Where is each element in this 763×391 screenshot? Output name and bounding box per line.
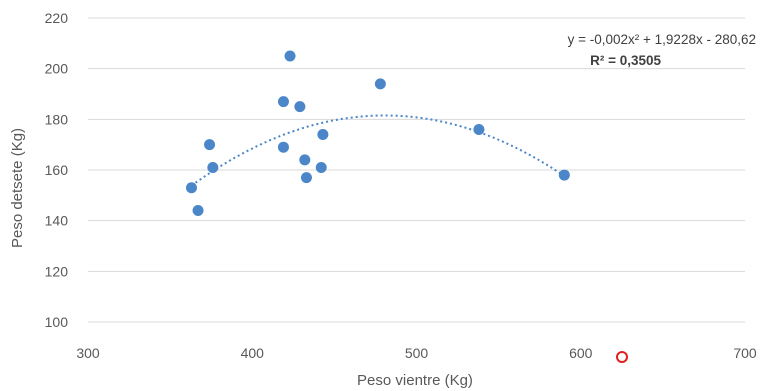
y-tick-label: 160 (45, 162, 69, 178)
data-point (207, 161, 219, 173)
trendline-equation: y = -0,002x² + 1,9228x - 280,62 (568, 32, 756, 47)
data-point (192, 205, 204, 217)
y-tick-label: 120 (45, 263, 69, 279)
data-point (284, 50, 296, 62)
data-point (277, 141, 289, 153)
x-tick-label: 400 (241, 345, 265, 361)
data-point (315, 161, 327, 173)
x-axis-ticks: 300 400 500 600 700 (76, 345, 757, 361)
y-tick-label: 220 (45, 10, 69, 26)
y-tick-label: 100 (45, 314, 69, 330)
y-axis-title: Peso detsete (Kg) (9, 128, 26, 248)
y-axis-ticks: 100 120 140 160 180 200 220 (45, 10, 69, 330)
gridlines (88, 17, 745, 323)
trendline (190, 114, 565, 187)
data-point (277, 96, 289, 108)
data-points (185, 50, 570, 217)
data-point (374, 78, 386, 90)
x-tick-label: 300 (76, 345, 100, 361)
data-point (204, 139, 216, 151)
data-point (300, 172, 312, 184)
data-point (294, 101, 306, 113)
x-tick-label: 600 (569, 345, 593, 361)
y-tick-label: 140 (45, 213, 69, 229)
r-squared-label: R² = 0,3505 (590, 53, 661, 68)
data-point (185, 182, 197, 194)
x-axis-title: Peso vientre (Kg) (357, 372, 473, 389)
data-point (299, 154, 311, 166)
data-point (317, 129, 329, 141)
y-tick-label: 200 (45, 61, 69, 77)
x-tick-label: 500 (405, 345, 429, 361)
y-tick-label: 180 (45, 111, 69, 127)
x-tick-label: 700 (733, 345, 757, 361)
data-point (558, 169, 570, 181)
marker-dot (616, 351, 628, 363)
data-point (473, 123, 485, 135)
